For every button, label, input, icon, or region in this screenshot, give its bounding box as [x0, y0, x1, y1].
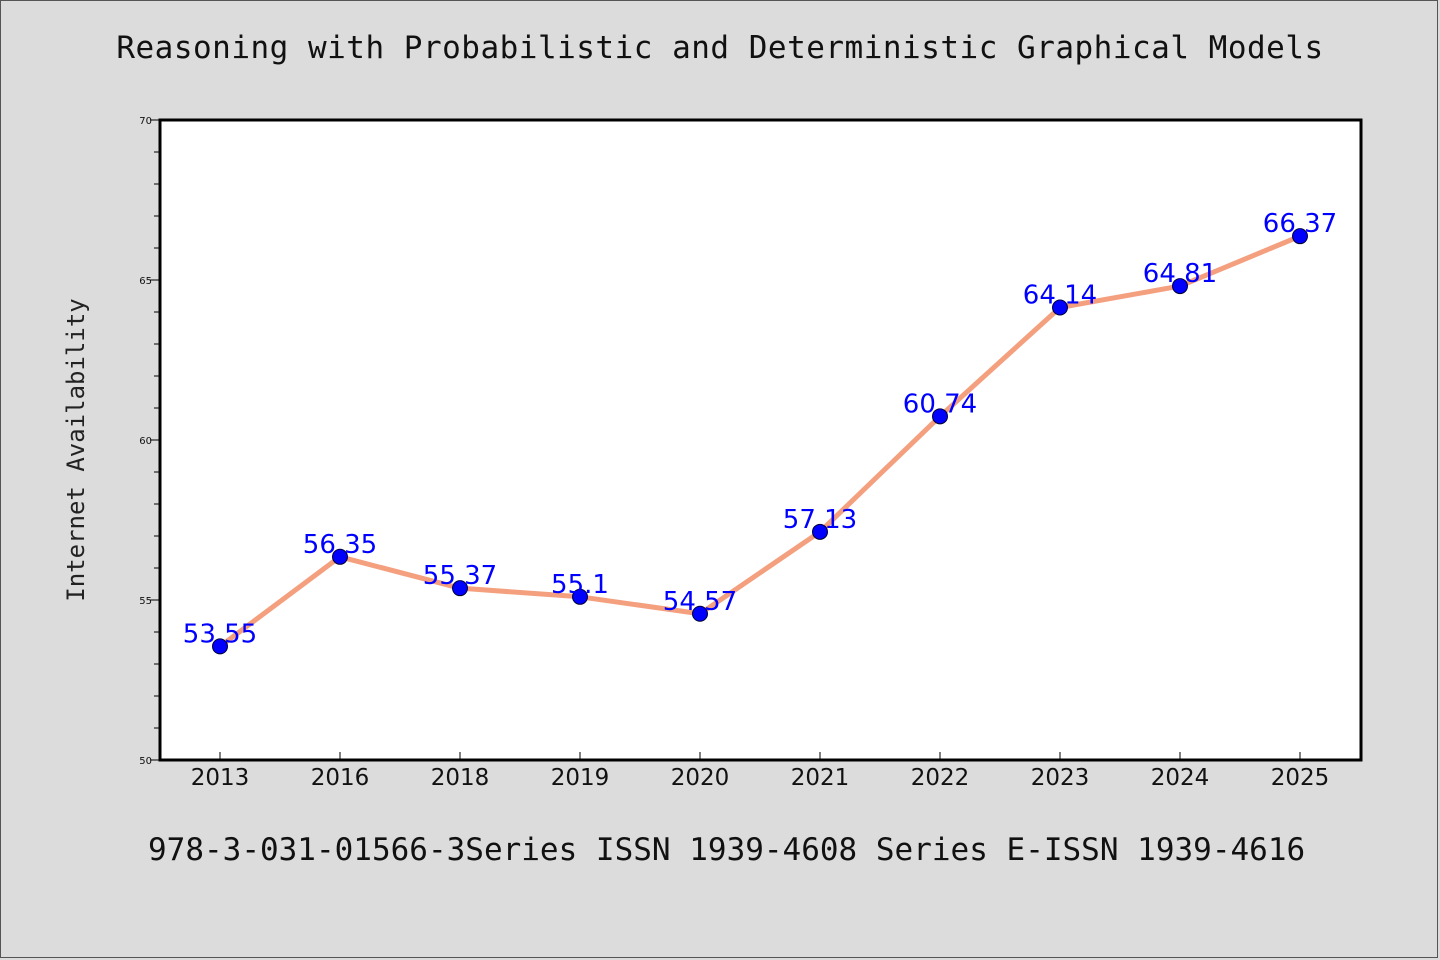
- data-label: 54.57: [663, 587, 737, 617]
- y-axis: 50 55 60 65 70: [139, 116, 160, 767]
- data-label: 64.81: [1143, 259, 1217, 289]
- plot-area: [158, 118, 1363, 762]
- marker-group: [212, 228, 1308, 655]
- data-label: 56.35: [303, 530, 377, 560]
- data-point-marker: [932, 408, 948, 425]
- data-point-marker: [692, 605, 708, 622]
- data-point-marker: [1052, 299, 1068, 316]
- data-label: 53.55: [183, 619, 257, 649]
- x-tick-label: 2018: [431, 765, 490, 791]
- series-line: [217, 233, 1303, 649]
- data-label-group: 53.55 56.35 55.37 55.1 54.57 57.13 60.74 64.14 6…: [183, 209, 1337, 649]
- y-axis-label: Internet Availability: [62, 298, 90, 601]
- data-point-marker: [452, 580, 468, 597]
- series-line-group: [217, 233, 1303, 649]
- x-tick-label: 2016: [311, 765, 370, 791]
- x-tick-label: 2025: [1271, 765, 1330, 791]
- chart-title: Reasoning with Probabilistic and Determi…: [116, 30, 1324, 66]
- footer-isbn-text: 978-3-031-01566-3Series ISSN 1939-4608 S…: [148, 832, 1306, 868]
- data-label: 55.1: [551, 570, 609, 600]
- data-point-marker: [1292, 228, 1308, 245]
- x-tick-label: 2013: [191, 765, 250, 791]
- x-tick-label: 2023: [1031, 765, 1090, 791]
- data-label: 55.37: [423, 561, 497, 591]
- data-point-marker: [332, 548, 348, 565]
- data-point-marker: [812, 523, 828, 540]
- y-tick-label: 65: [139, 276, 152, 287]
- x-tick-label: 2024: [1151, 765, 1210, 791]
- x-tick-label: 2019: [551, 765, 610, 791]
- y-tick-label: 55: [139, 596, 152, 607]
- x-axis: 2013 2016 2018 2019 2020 2021 2022 2023 2024 2025: [191, 752, 1330, 791]
- x-tick-label: 2022: [911, 765, 970, 791]
- x-tick-label: 2021: [791, 765, 850, 791]
- data-label: 66.37: [1263, 209, 1337, 239]
- x-tick-label: 2020: [671, 765, 730, 791]
- data-label: 60.74: [903, 389, 977, 419]
- data-label: 64.14: [1023, 281, 1097, 311]
- data-label: 57.13: [783, 505, 857, 535]
- y-tick-label: 60: [139, 436, 152, 447]
- data-point-marker: [1172, 278, 1188, 295]
- y-tick-label: 70: [139, 116, 152, 127]
- data-point-marker: [212, 638, 228, 655]
- y-tick-label: 50: [139, 756, 152, 767]
- data-point-marker: [572, 588, 588, 605]
